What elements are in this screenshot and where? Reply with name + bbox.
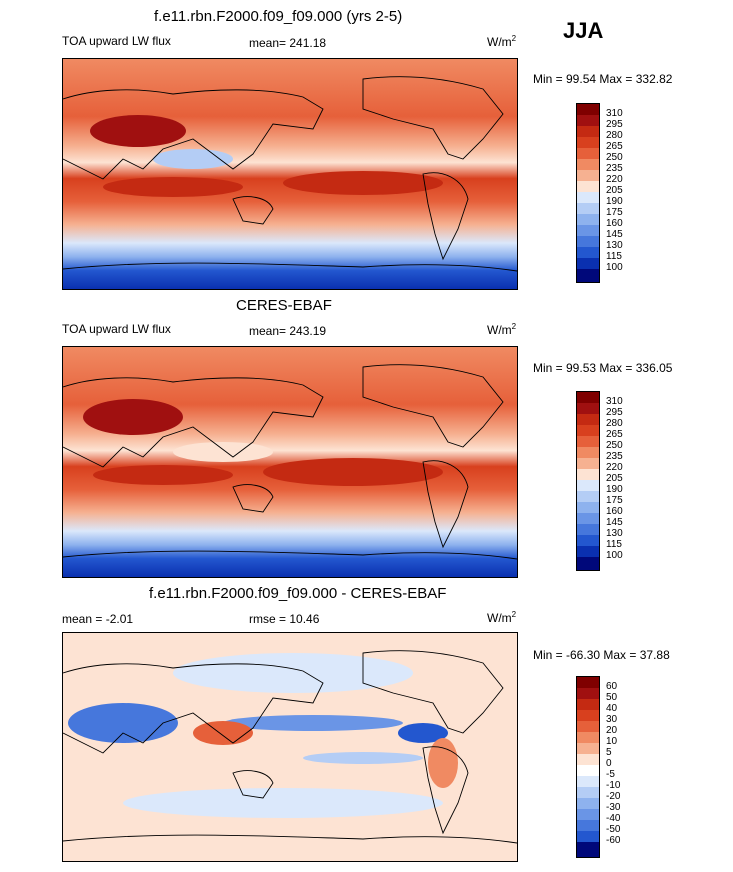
colorbar-tick-label: 310 [606, 108, 623, 119]
colorbar-tick-label: 145 [606, 229, 623, 240]
colorbar-tick-label: 115 [606, 539, 622, 550]
panel3-blob4 [398, 723, 448, 743]
panel2-band2 [93, 465, 233, 485]
panel2-map [62, 346, 518, 578]
colorbar-tick-label: 130 [606, 240, 623, 251]
panel2-coastlines [63, 364, 517, 560]
colorbar-tick-label: 310 [606, 396, 623, 407]
colorbar-tick-label: 20 [606, 725, 618, 736]
panel1-field [63, 59, 517, 289]
colorbar-tick-label: -5 [606, 769, 615, 780]
panel2-variable-label: TOA upward LW flux [62, 322, 171, 336]
colorbar-tick-label: 5 [606, 747, 612, 758]
panel1-itcz [153, 149, 233, 169]
colorbar-tick-label: 115 [606, 251, 622, 262]
panel3-units: W/m2 [487, 610, 517, 625]
panel1-minmax: Min = 99.54 Max = 332.82 [533, 72, 673, 86]
colorbar-tick-label: 280 [606, 418, 623, 429]
panel1-units: W/m2 [487, 34, 517, 49]
panel2-minmax: Min = 99.53 Max = 336.05 [533, 361, 673, 375]
colorbar-tick-label: 190 [606, 196, 623, 207]
panel3-blob2 [68, 703, 178, 743]
colorbar-tick-label: 100 [606, 550, 623, 561]
colorbar-tick-label: -10 [606, 780, 621, 791]
panel2-colorbar [576, 391, 600, 571]
panel2-itcz [173, 442, 273, 462]
colorbar-tick-label: -50 [606, 824, 621, 835]
panel3-colorbar [576, 676, 600, 858]
panel3-blob6 [428, 738, 458, 788]
panel1-colorbar [576, 103, 600, 283]
colorbar-tick-label: 220 [606, 462, 623, 473]
colorbar-tick-label: 295 [606, 119, 623, 130]
colorbar-tick-label: -20 [606, 791, 621, 802]
panel3-blob7 [123, 788, 443, 818]
colorbar-tick-label: -40 [606, 813, 621, 824]
colorbar-tick-label: -60 [606, 835, 621, 846]
colorbar-tick-label: 205 [606, 473, 623, 484]
colorbar-tick-label: 40 [606, 703, 618, 714]
panel2-field [63, 347, 517, 577]
colorbar-tick-label: 250 [606, 440, 623, 451]
colorbar-tick-label: 130 [606, 528, 623, 539]
colorbar-tick-label: 190 [606, 484, 623, 495]
panel1-band [283, 171, 443, 195]
panel1-sahara-max [90, 115, 186, 147]
panel2-mean-label: mean= 243.19 [249, 324, 327, 338]
panel1-map [62, 58, 518, 290]
panel3-blob1 [173, 653, 413, 693]
colorbar-tick-label: 265 [606, 141, 623, 152]
colorbar-tick-label: -30 [606, 802, 621, 813]
colorbar-tick-label: 235 [606, 163, 623, 174]
colorbar-tick-label: 280 [606, 130, 623, 141]
panel1-band2 [103, 177, 243, 197]
panel3-map [62, 632, 518, 862]
panel3-mean-label: mean = -2.01 [62, 612, 134, 626]
colorbar-tick-label: 205 [606, 185, 623, 196]
season-label: JJA [563, 18, 604, 43]
colorbar-tick-label: 265 [606, 429, 623, 440]
colorbar-tick-label: 100 [606, 262, 623, 273]
colorbar-tick-label: 250 [606, 152, 623, 163]
panel2-units: W/m2 [487, 322, 517, 337]
panel1-variable-label: TOA upward LW flux [62, 34, 171, 48]
panel2-band [263, 458, 443, 486]
colorbar-tick-label: 220 [606, 174, 623, 185]
panel3-blob8 [303, 752, 423, 764]
panel3-coastlines [63, 650, 517, 844]
panel2-title: CERES-EBAF [236, 297, 332, 314]
colorbar-tick-label: 60 [606, 681, 618, 692]
colorbar-tick-label: 175 [606, 495, 623, 506]
panel1-coastlines [63, 76, 517, 272]
panel3-blob5 [193, 721, 253, 745]
colorbar-tick-label: 50 [606, 692, 618, 703]
panel2-sahara-max [83, 399, 183, 435]
colorbar-tick-label: 10 [606, 736, 618, 747]
panel3-rmse-label: rmse = 10.46 [249, 612, 320, 626]
panel3-blob3 [223, 715, 403, 731]
colorbar-tick-label: 295 [606, 407, 623, 418]
panel3-minmax: Min = -66.30 Max = 37.88 [533, 648, 670, 662]
colorbar-tick-label: 160 [606, 218, 623, 229]
panel3-title: f.e11.rbn.F2000.f09_f09.000 - CERES-EBAF [149, 585, 447, 602]
panel1-mean-label: mean= 241.18 [249, 36, 327, 50]
colorbar-tick-label: 30 [606, 714, 618, 725]
panel1-title: f.e11.rbn.F2000.f09_f09.000 (yrs 2-5) [154, 8, 403, 25]
colorbar-tick-label: 0 [606, 758, 612, 769]
colorbar-tick-label: 235 [606, 451, 623, 462]
colorbar-tick-label: 160 [606, 506, 623, 517]
colorbar-tick-label: 145 [606, 517, 623, 528]
colorbar-tick-label: 175 [606, 207, 623, 218]
